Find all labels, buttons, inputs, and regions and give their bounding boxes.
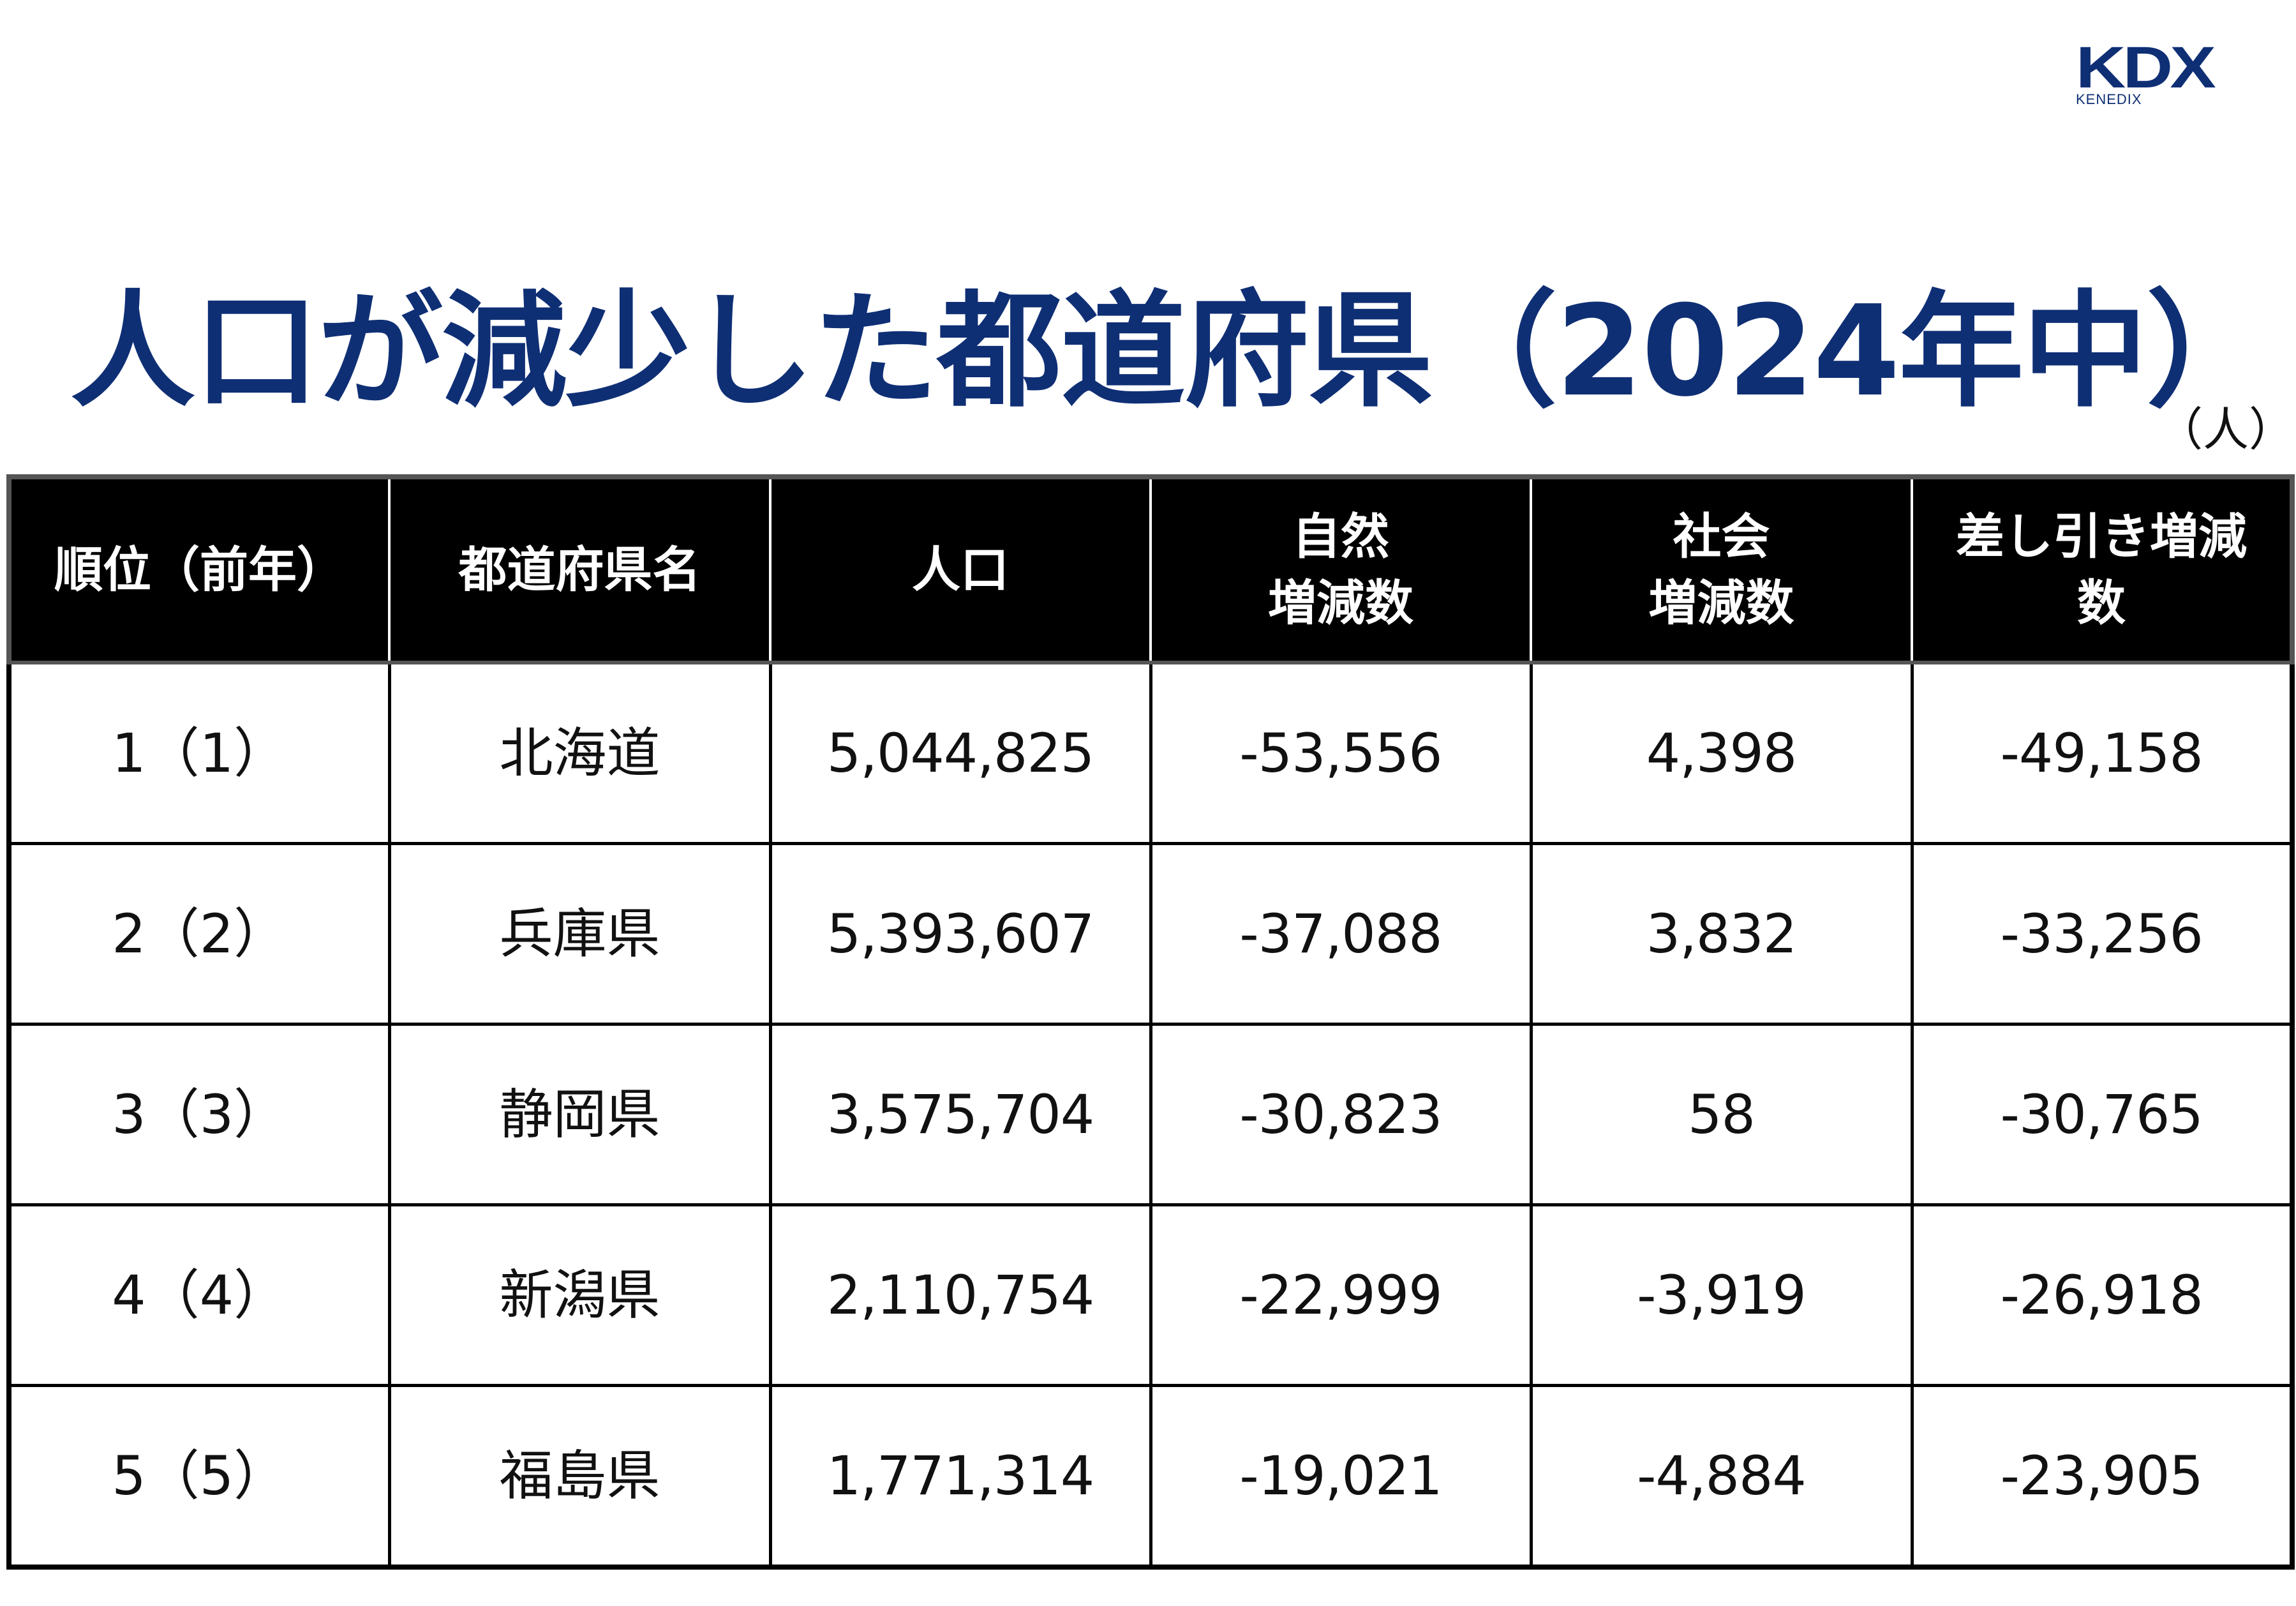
kenedix-logo: KDX KENEDIX: [2076, 38, 2229, 109]
cell-prefecture: 福島県: [387, 1384, 772, 1570]
unit-label: （人）: [2157, 403, 2295, 456]
cell-rank: 3（3）: [6, 1023, 391, 1206]
cell-prefecture: 新潟県: [387, 1203, 772, 1387]
cell-net-change: -23,905: [1910, 1384, 2295, 1570]
cell-net-change: -33,256: [1910, 842, 2295, 1026]
table-row: 2（2） 兵庫県 5,393,607 -37,088 3,832 -33,256: [6, 842, 2295, 1026]
header-prefecture: 都道府県名: [388, 474, 770, 664]
cell-net-change: -49,158: [1910, 661, 2295, 845]
cell-prefecture: 兵庫県: [387, 842, 772, 1026]
cell-social-change: 58: [1529, 1023, 1914, 1206]
cell-social-change: 3,832: [1529, 842, 1914, 1026]
cell-natural-change: -37,088: [1149, 842, 1533, 1026]
cell-population: 2,110,754: [768, 1203, 1152, 1387]
cell-social-change: -3,919: [1529, 1203, 1914, 1387]
cell-rank: 1（1）: [6, 661, 391, 845]
cell-prefecture: 北海道: [387, 661, 772, 845]
logo-mark: KDX: [2076, 35, 2216, 100]
cell-net-change: -30,765: [1910, 1023, 2295, 1206]
cell-natural-change: -30,823: [1149, 1023, 1533, 1206]
cell-social-change: -4,884: [1529, 1384, 1914, 1570]
header-net-change: 差し引き増減 数: [1911, 474, 2295, 664]
cell-prefecture: 静岡県: [387, 1023, 772, 1206]
cell-rank: 2（2）: [6, 842, 391, 1026]
table-row: 5（5） 福島県 1,771,314 -19,021 -4,884 -23,90…: [6, 1384, 2295, 1570]
cell-population: 5,393,607: [768, 842, 1152, 1026]
cell-population: 1,771,314: [768, 1384, 1152, 1570]
cell-rank: 4（4）: [6, 1203, 391, 1387]
table-row: 1（1） 北海道 5,044,825 -53,556 4,398 -49,158: [6, 661, 2295, 845]
page-title: 人口が減少した都道府県（2024年中）: [70, 279, 2272, 425]
table-header-row: 順位（前年） 都道府県名 人口 自然 増減数 社会 増減数 差し引き増減 数: [6, 474, 2295, 664]
cell-population: 3,575,704: [768, 1023, 1152, 1206]
cell-social-change: 4,398: [1529, 661, 1914, 845]
header-rank: 順位（前年）: [6, 474, 389, 664]
cell-natural-change: -19,021: [1149, 1384, 1533, 1570]
population-decline-table: 順位（前年） 都道府県名 人口 自然 増減数 社会 増減数 差し引き増減 数: [6, 474, 2295, 1570]
cell-net-change: -26,918: [1910, 1203, 2295, 1387]
table-row: 4（4） 新潟県 2,110,754 -22,999 -3,919 -26,91…: [6, 1203, 2295, 1387]
table-row: 3（3） 静岡県 3,575,704 -30,823 58 -30,765: [6, 1023, 2295, 1206]
cell-population: 5,044,825: [768, 661, 1152, 845]
cell-rank: 5（5）: [6, 1384, 391, 1570]
header-population: 人口: [769, 474, 1151, 664]
cell-natural-change: -53,556: [1149, 661, 1533, 845]
logo-subtext: KENEDIX: [2076, 91, 2142, 107]
header-social-change: 社会 増減数: [1530, 474, 1912, 664]
header-natural-change: 自然 増減数: [1149, 474, 1531, 664]
cell-natural-change: -22,999: [1149, 1203, 1533, 1387]
